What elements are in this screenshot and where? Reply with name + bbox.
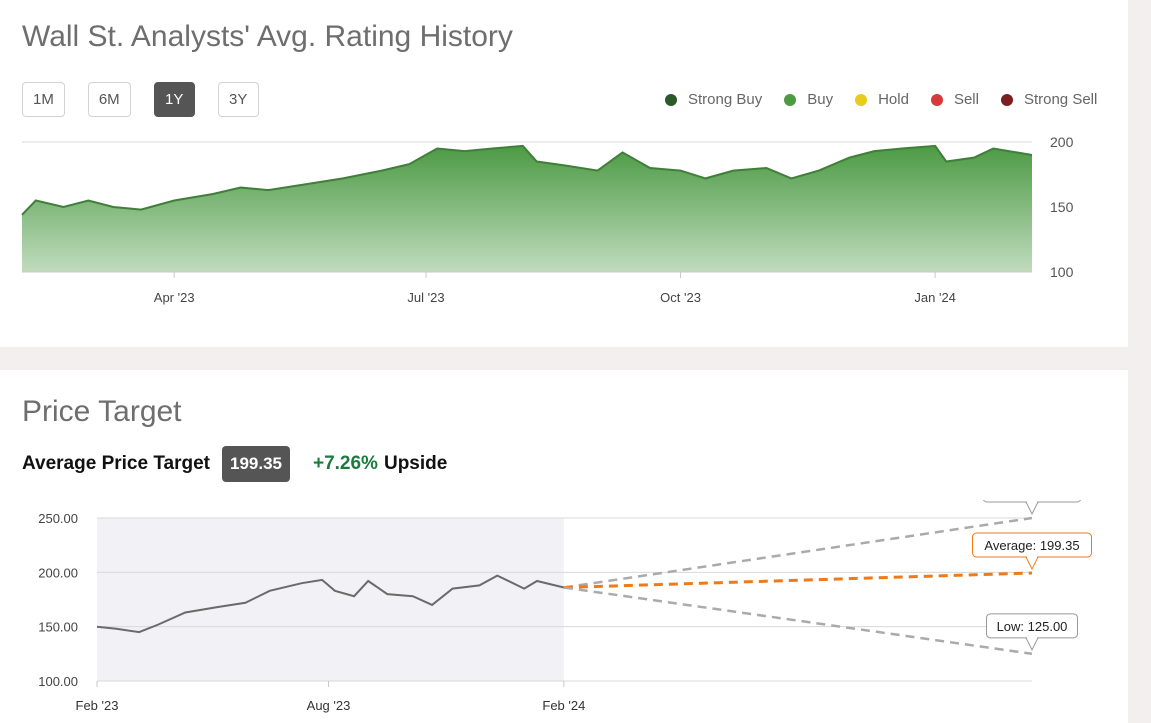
- range-3y-button[interactable]: 3Y: [217, 82, 259, 117]
- buy-dot-icon: [784, 93, 797, 106]
- rating-history-chart: 200 150 100 Apr '23 Jul '23 Oct '23 Jan '24: [21, 134, 1074, 305]
- range-selector: 1M 6M 1Y 3Y: [22, 82, 282, 117]
- average-callout: Average: 199.35: [972, 532, 1092, 571]
- average-callout-label: Average: 199.35: [984, 538, 1079, 553]
- upside-label: Upside: [383, 453, 448, 474]
- x-tick-label: Oct '23: [660, 290, 701, 305]
- legend-item-strong-sell[interactable]: Strong Sell: [1000, 91, 1098, 108]
- x-tick-label: Jan '24: [914, 290, 956, 305]
- y-tick-label: 100: [1050, 264, 1074, 280]
- buy-rating-area: [22, 145, 1032, 272]
- x-tick-label: Feb '24: [542, 698, 585, 713]
- historical-region: [97, 518, 564, 681]
- average-price-target-value: 199.35: [221, 446, 290, 482]
- x-tick-label: Jul '23: [407, 290, 444, 305]
- low-line: [563, 586, 1033, 656]
- legend-label: Strong Buy: [688, 91, 763, 108]
- x-tick-label: Feb '23: [76, 698, 119, 713]
- legend-label: Hold: [878, 91, 909, 108]
- buy-rating-line: [21, 144, 1033, 216]
- range-1m-button[interactable]: 1M: [22, 82, 65, 117]
- legend-label: Strong Sell: [1023, 91, 1098, 108]
- legend-label: Sell: [953, 91, 979, 108]
- price-target-title: Price Target: [22, 395, 182, 428]
- y-tick-label: 200: [1050, 134, 1074, 150]
- y-tick-label: 250.00: [38, 511, 78, 526]
- range-6m-button[interactable]: 6M: [87, 82, 131, 117]
- x-tick-label: Aug '23: [307, 698, 351, 713]
- strong-sell-dot-icon: [1000, 93, 1013, 106]
- price-target-card: Price Target Average Price Target 199.35…: [0, 370, 1128, 723]
- rating-history-title: Wall St. Analysts' Avg. Rating History: [22, 20, 513, 53]
- high-callout: High: 250.00: [982, 500, 1082, 516]
- y-tick-label: 200.00: [38, 565, 78, 580]
- x-tick-label: Apr '23: [154, 290, 195, 305]
- average-line: [563, 571, 1033, 589]
- y-tick-label: 100.00: [38, 674, 78, 689]
- price-line: [96, 574, 565, 634]
- low-callout-label: Low: 125.00: [997, 619, 1068, 634]
- sell-dot-icon: [930, 93, 943, 106]
- strong-buy-dot-icon: [665, 93, 677, 106]
- y-tick-label: 150: [1050, 199, 1074, 215]
- legend-item-sell[interactable]: Sell: [930, 91, 979, 108]
- price-target-chart: 250.00 200.00 150.00 100.00 Feb '23 Aug '23 Fe…: [38, 500, 1092, 713]
- legend-label: Buy: [807, 91, 834, 108]
- low-callout: Low: 125.00: [986, 613, 1078, 651]
- rating-legend: Strong Buy Buy Hold Sell Strong Sell: [665, 91, 1097, 108]
- legend-item-hold[interactable]: Hold: [855, 91, 909, 108]
- range-1y-button[interactable]: 1Y: [153, 82, 195, 117]
- upside-percentage: +7.26%: [312, 453, 378, 474]
- hold-dot-icon: [855, 93, 868, 106]
- legend-item-buy[interactable]: Buy: [784, 91, 833, 108]
- rating-history-card: Wall St. Analysts' Avg. Rating History 1…: [0, 0, 1128, 347]
- y-tick-label: 150.00: [38, 620, 78, 635]
- high-line: [563, 516, 1033, 589]
- average-price-target-row: Average Price Target 199.35 +7.26% Upsid…: [22, 446, 447, 482]
- average-price-target-label: Average Price Target: [22, 453, 210, 474]
- legend-item-strong-buy[interactable]: Strong Buy: [665, 91, 762, 108]
